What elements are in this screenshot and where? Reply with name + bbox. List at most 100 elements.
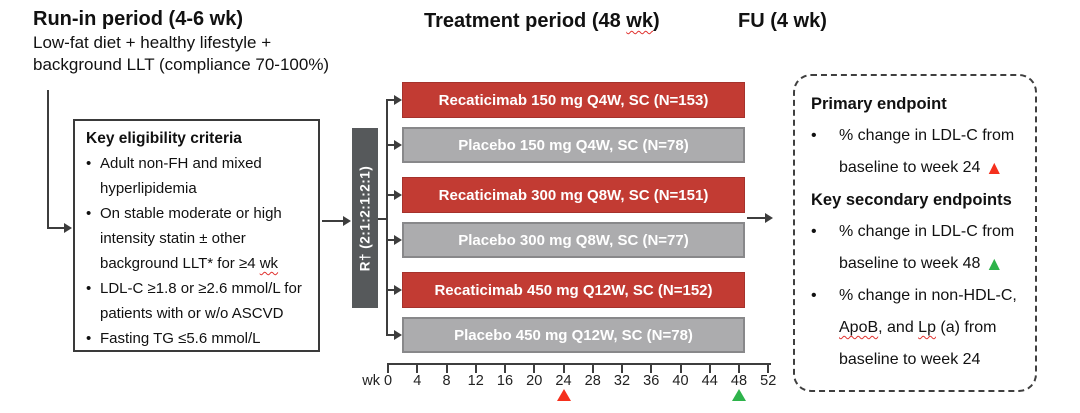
axis-tick [767,363,770,373]
eligibility-item: Fasting TG ≤5.6 mmol/L [86,326,312,351]
randomization-bar: R† (2:1:2:1:2:1) [352,128,378,308]
axis-tick [738,363,740,373]
axis-tick-label: 44 [701,373,718,389]
eligibility-criteria-box: Key eligibility criteria Adult non-FH an… [73,119,320,352]
axis-tick [387,363,389,373]
axis-tick-label: 36 [643,373,660,389]
axis-tick [562,363,565,373]
randomization-branch-spine [386,99,388,336]
axis-tick [445,363,448,373]
branch-arrowhead-icon [394,285,402,295]
axis-tick [679,363,682,373]
axis-tick [708,363,711,373]
axis-tick-label: 28 [584,373,601,389]
text-segment: , and [878,319,919,336]
axis-tick-label: 12 [467,373,484,389]
branch-line [386,99,395,101]
branch-arrowhead-icon [394,95,402,105]
text-segment: wk [259,255,279,272]
text-segment: LDL-C ≥1.8 or ≥2.6 mmol/L for patients w… [100,280,302,322]
secondary-endpoint-item: % change in LDL-C from baseline to week … [811,216,1025,280]
text-segment: wk [626,10,653,32]
eligibility-item: On stable moderate or high intensity sta… [86,201,312,276]
primary-endpoint-title: Primary endpoint [811,95,947,113]
eligibility-to-randomization-arrowhead-icon [343,216,351,226]
axis-tick-label: 32 [613,373,631,389]
branch-line [386,289,395,291]
text-segment: ) [652,10,660,32]
axis-tick [533,363,536,373]
secondary-endpoints-title: Key secondary endpoints [811,191,1012,209]
axis-tick-label: 24 [555,373,572,389]
eligibility-item: LDL-C ≥1.8 or ≥2.6 mmol/L for patients w… [86,276,312,326]
axis-tick-label: 4 [413,373,422,389]
arms-to-endpoints-line [747,217,766,219]
treatment-arm-bar-placebo: Placebo 150 mg Q4W, SC (N=78) [402,127,745,163]
text-segment: (a) from baseline to week 24 [839,319,997,368]
treatment-arm-bar-drug: Recaticimab 450 mg Q12W, SC (N=152) [402,272,745,308]
axis-tick [591,363,594,373]
treatment-period-title: Treatment period (48 wk) [424,10,660,33]
week-48-green-triangle-icon [732,389,746,401]
branch-arrowhead-icon [394,235,402,245]
text-segment: % change in non-HDL-C, [839,287,1017,304]
week-24-red-triangle-icon [556,389,571,401]
eligibility-list: Adult non-FH and mixed hyperlipidemia On … [86,151,312,351]
axis-tick [621,363,623,373]
eligibility-title: Key eligibility criteria [86,130,242,147]
runin-to-eligibility-line-horizontal [47,227,65,229]
text-segment: % change in LDL-C from baseline to week … [839,223,1015,272]
treatment-arm-bar-placebo: Placebo 450 mg Q12W, SC (N=78) [402,317,745,353]
runin-to-eligibility-arrowhead-icon [64,223,72,233]
axis-tick [416,363,419,373]
branch-arrowhead-icon [394,330,402,340]
text-segment: Treatment period (48 [424,10,627,32]
run-in-title: Run-in period (4-6 wk) [33,8,243,30]
primary-endpoint-list: % change in LDL-C from baseline to week … [811,120,1025,184]
run-in-description-line2: background LLT (compliance 70-100%) [33,55,330,74]
axis-tick-label: 40 [672,373,689,389]
axis-tick-label: 48 [730,373,748,389]
randomization-to-spine-line [378,218,386,220]
branch-arrowhead-icon [394,140,402,150]
secondary-endpoint-item: % change in non-HDL-C, ApoB, and Lp (a) … [811,280,1025,376]
axis-tick-label: 52 [760,373,777,389]
treatment-arm-bar-placebo: Placebo 300 mg Q8W, SC (N=77) [402,222,745,258]
triangle-up-icon: ▲ [984,158,1004,179]
run-in-period-header: Run-in period (4-6 wk) Low-fat diet + he… [33,6,329,76]
branch-line [386,239,395,241]
endpoints-box: Primary endpoint % change in LDL-C from … [793,74,1037,392]
branch-arrowhead-icon [394,190,402,200]
eligibility-item: Adult non-FH and mixed hyperlipidemia [86,151,312,201]
runin-to-eligibility-line-vertical [47,90,49,229]
arms-to-endpoints-arrowhead-icon [765,213,773,223]
axis-tick-label: 16 [496,373,514,389]
eligibility-to-randomization-line [322,220,343,222]
axis-tick [474,363,477,373]
axis-unit-label: wk [362,373,380,389]
axis-tick-label: 8 [442,373,451,389]
run-in-description-line1: Low-fat diet + healthy lifestyle + [33,33,272,52]
axis-tick [650,363,653,373]
primary-endpoint-item: % change in LDL-C from baseline to week … [811,120,1025,184]
axis-tick-label: 0 [383,373,393,389]
branch-line [386,194,395,196]
text-segment: Adult non-FH and mixed hyperlipidemia [100,155,262,197]
secondary-endpoints-list: % change in LDL-C from baseline to week … [811,216,1025,376]
branch-line [386,334,395,336]
text-segment: On stable moderate or high intensity sta… [100,205,282,272]
text-segment: ApoB [839,319,879,336]
text-segment: % change in LDL-C from baseline to week … [839,127,1015,176]
text-segment: Lp [918,319,936,336]
treatment-arm-bar-drug: Recaticimab 300 mg Q8W, SC (N=151) [402,177,745,213]
treatment-arm-bar-drug: Recaticimab 150 mg Q4W, SC (N=153) [402,82,745,118]
randomization-label: R† (2:1:2:1:2:1) [357,165,373,271]
follow-up-title: FU (4 wk) [738,10,827,32]
text-segment: Fasting TG ≤5.6 mmol/L [100,330,261,347]
branch-line [386,144,395,146]
timeline-axis-line [388,363,771,365]
triangle-up-icon: ▲ [984,254,1004,275]
axis-tick-label: 20 [526,373,543,389]
axis-tick [504,363,506,373]
